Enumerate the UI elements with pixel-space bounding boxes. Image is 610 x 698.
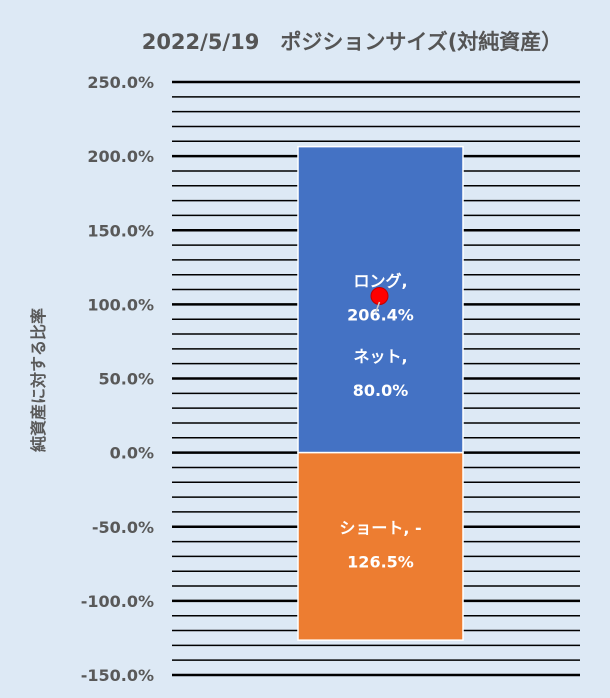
long-bar-label: ロング, bbox=[353, 272, 407, 291]
y-tick-labels: 250.0% 200.0% 150.0% 100.0% 50.0% 0.0% -50.0% -… bbox=[81, 73, 154, 685]
long-bar-value-label: 206.4% bbox=[347, 306, 414, 325]
short-bar bbox=[297, 451, 464, 641]
y-tick-label: 50.0% bbox=[98, 370, 154, 389]
y-tick-label: 100.0% bbox=[87, 295, 154, 314]
net-value-label: 80.0% bbox=[353, 381, 409, 400]
y-tick-label: 0.0% bbox=[110, 444, 154, 463]
y-tick-label: 250.0% bbox=[87, 73, 154, 92]
y-axis-label: 純資産に対する比率 bbox=[29, 308, 48, 452]
y-tick-label: 200.0% bbox=[87, 147, 154, 166]
chart-title: 2022/5/19 ポジションサイズ(対純資産） bbox=[142, 30, 563, 54]
y-tick-label: -100.0% bbox=[81, 592, 154, 611]
y-tick-label: 150.0% bbox=[87, 221, 154, 240]
net-label: ネット, bbox=[353, 347, 407, 366]
net-leader-line bbox=[374, 301, 381, 314]
y-tick-label: -150.0% bbox=[81, 666, 154, 685]
data-labels: ロング, 206.4% ショート, - 126.5% ネット, 80.0% bbox=[339, 272, 421, 572]
short-bar-value-label: 126.5% bbox=[347, 552, 414, 571]
y-tick-label: -50.0% bbox=[92, 518, 154, 537]
bars bbox=[297, 145, 464, 641]
net-marker bbox=[370, 287, 389, 306]
short-bar-label: ショート, - bbox=[339, 518, 421, 537]
